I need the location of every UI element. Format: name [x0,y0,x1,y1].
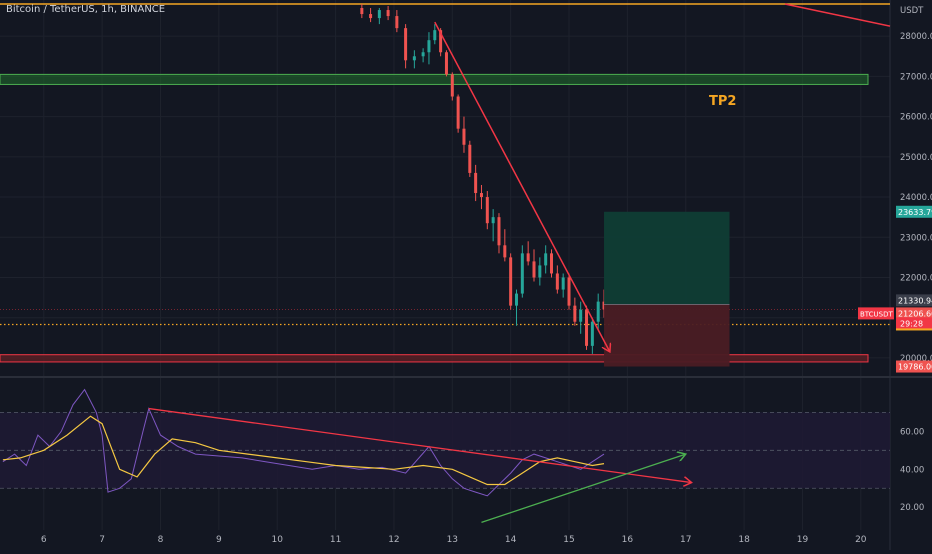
candle-body [485,197,489,224]
x-tick-label: 19 [797,535,809,545]
candle-body [468,144,472,173]
x-tick-label: 13 [447,535,458,545]
candle-body [444,52,448,75]
trend-layer [434,3,891,352]
x-tick-label: 9 [216,535,222,545]
symbol-badge-label: BTCUSDT [860,310,894,318]
candle-body [412,56,416,61]
candle-body [590,321,594,346]
candle-body [439,30,443,53]
x-tick-label: 12 [388,535,399,545]
candle-body [567,277,571,306]
currency-label: USDT [900,6,924,16]
price-tag [896,307,932,320]
price-tag [896,360,932,373]
x-tick-label: 17 [680,535,691,545]
tp2-label: TP2 [709,94,737,109]
candle-body [596,301,600,322]
x-tick-label: 16 [622,535,634,545]
y-tick-label: 23000.00 [900,233,932,243]
zone-layer [0,3,890,363]
price-tag-label: 21330.94 [898,296,932,305]
candle-body [520,253,524,294]
candle-body [538,265,542,278]
x-tick-label: 18 [738,535,750,545]
candle-body [427,40,431,53]
candle-body [479,193,483,198]
price-tag-label: 21206.60 [898,309,932,318]
x-tick-label: 10 [271,535,283,545]
x-tick-label: 15 [563,535,574,545]
y-tick-label: 27000.00 [900,72,932,82]
candle-body [497,217,501,246]
profit-zone [604,211,730,305]
candle-body [450,74,454,97]
candle-body [514,293,518,306]
x-tick-label: 14 [505,535,517,545]
price-trendline-1 [434,21,610,352]
position-layer [604,211,730,367]
candle-layer [360,4,606,354]
y-tick-label: 20000.00 [900,354,932,364]
candle-body [555,273,559,290]
x-tick-label: 20 [855,535,867,545]
green-zone [0,73,869,85]
candle-body [360,8,364,15]
candle-body [421,52,425,57]
rsi-ma-line [2,415,605,486]
candle-body [433,30,437,41]
y-tick-label: 22000.00 [900,273,932,283]
candle-body [386,10,390,17]
candle-body [369,14,373,19]
price-tag [896,294,932,307]
axis-layer: 6 7 8 9 10 11 12 13 14 15 16 17 18 19 20 28000.00 27000.… [41,6,932,545]
candle-body [561,277,565,290]
price-trendline-2 [784,3,891,27]
symbol-title: Bitcoin / TetherUS, 1h, BINANCE [6,4,166,15]
price-tag-label: 19786.00 [898,363,932,372]
rsi-layer [0,388,890,524]
y-tick-label: 25000.00 [900,153,932,163]
candle-body [509,257,513,306]
candle-body [503,245,507,258]
candle-body [526,253,530,262]
candle-body [474,172,478,194]
x-tick-label: 7 [99,535,105,545]
rsi-trendline-2 [481,454,685,524]
candle-body [462,128,466,145]
candle-body [550,253,554,274]
rsi-tick-label: 20.00 [900,503,924,513]
rsi-tick-label: 40.00 [900,465,924,475]
candle-body [395,16,399,29]
candle-body [544,253,548,266]
rsi-tick-label: 60.00 [900,427,924,437]
candle-body [585,309,589,346]
countdown-tag [896,317,932,329]
symbol-badge [858,307,894,320]
y-tick-label: 24000.00 [900,193,932,203]
rsi-trendline-1 [148,407,692,483]
price-tag-label: 23633.79 [898,208,932,217]
x-tick-label: 11 [330,535,341,545]
loss-zone [604,304,730,367]
candle-body [404,28,408,61]
candle-body [532,261,536,278]
candle-body [491,217,495,224]
candle-body [456,96,460,129]
candle-body [377,10,381,19]
tag-layer: 23633.7921330.9421206.6020831.8019786.00… [858,205,932,373]
candle-body [579,309,583,322]
price-tag [896,205,932,218]
y-tick-label: 28000.00 [900,32,932,42]
countdown-label: 29:28 [900,319,923,328]
y-tick-label: 26000.00 [900,113,932,123]
candle-body [573,305,577,322]
x-tick-label: 6 [41,535,47,545]
x-tick-label: 8 [158,535,164,545]
red-zone [0,354,869,363]
